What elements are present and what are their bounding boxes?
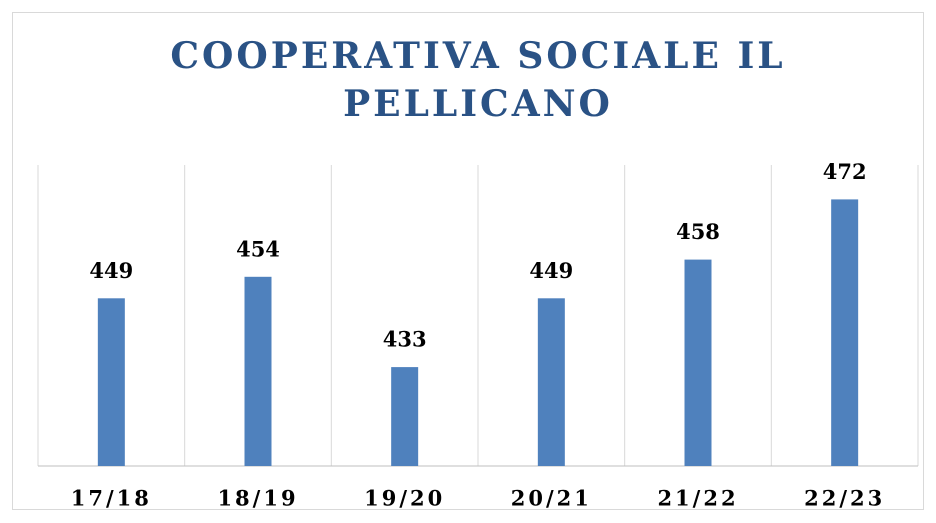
data-label: 454 bbox=[236, 236, 280, 261]
chart-title: COOPERATIVA SOCIALE IL PELLICANO bbox=[170, 35, 786, 125]
x-tick-label: 19/20 bbox=[364, 486, 445, 511]
chart-frame bbox=[12, 12, 924, 510]
bar bbox=[391, 367, 419, 466]
x-tick-label: 21/22 bbox=[657, 486, 738, 511]
bar bbox=[537, 298, 565, 466]
data-label: 472 bbox=[823, 159, 867, 184]
data-label: 449 bbox=[529, 258, 573, 283]
data-label: 433 bbox=[383, 327, 427, 352]
data-label: 458 bbox=[676, 219, 720, 244]
x-tick-label: 20/21 bbox=[511, 486, 592, 511]
data-label: 449 bbox=[89, 258, 133, 283]
bar bbox=[831, 199, 859, 466]
bar bbox=[244, 276, 272, 466]
x-tick-label: 18/19 bbox=[217, 486, 298, 511]
x-tick-label: 22/23 bbox=[804, 486, 885, 511]
x-tick-label: 17/18 bbox=[71, 486, 152, 511]
bar bbox=[684, 259, 712, 466]
bar bbox=[97, 298, 125, 466]
